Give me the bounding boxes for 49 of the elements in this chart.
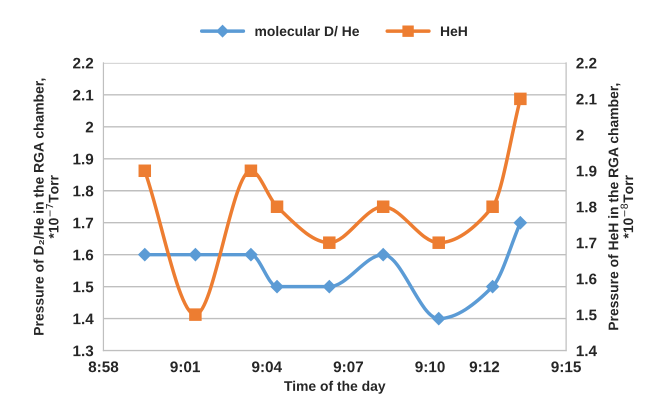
y2-tick-label: 1.5 [576,310,597,320]
y2-tick-label: 1.7 [576,238,596,248]
point [270,200,284,213]
x-tick-label: 9:04 [252,361,282,372]
x-tick-label: 8:58 [88,361,118,372]
y2-tick-label: 1.4 [576,346,597,356]
legend-label: molecular D/ He [255,26,360,36]
point [322,280,336,294]
y-tick-label: 2.1 [73,90,94,100]
y2-tick-label: 2.1 [576,94,597,104]
y-tick-label: 2 [86,122,94,132]
x-tick-label: 9:10 [415,361,445,372]
x-tick-label: 9:01 [170,361,200,372]
legend-label: HeH [440,26,467,36]
point [514,92,527,106]
y2-tick-label: 2.2 [576,58,596,68]
point [376,248,390,262]
y2-tick-label: 1.9 [576,166,596,176]
x-tick-label: 9:07 [334,361,364,372]
x-tick-label: 9:15 [551,361,581,372]
y-tick-label: 1.4 [73,314,94,324]
point [189,308,202,321]
point [188,248,202,262]
y-tick-label: 1.6 [73,250,94,260]
point [138,248,152,262]
point [432,312,446,326]
point [432,236,445,249]
x-tick-label: 9:12 [470,361,500,372]
y-tick-label: 2.2 [73,58,94,68]
y2-axis-title: Pressure of HeH in the RGA chamber, *10$^{−8}$Torr [608,84,634,330]
y-tick-label: 1.9 [73,154,94,164]
point [244,164,258,178]
y-tick-label: 1.8 [73,186,94,196]
point [486,280,500,294]
point [513,216,528,230]
y-tick-label: 1.5 [73,282,94,292]
x-axis-title: Time of the day [284,380,386,394]
point [244,248,258,262]
y-tick-label: 1.3 [73,345,94,356]
point [323,236,336,249]
y-tick-label: 1.7 [73,218,94,228]
y2-tick-label: 1.8 [576,202,597,212]
point [376,200,390,213]
y-axis-title: Pressure of D₂/He in the RGA chamber, *10$^{−7}$Torr [33,78,59,335]
y2-tick-label: 1.6 [576,274,596,284]
y2-tick-label: 2 [576,130,584,140]
point [138,164,152,178]
point [270,280,284,294]
point [486,200,499,213]
